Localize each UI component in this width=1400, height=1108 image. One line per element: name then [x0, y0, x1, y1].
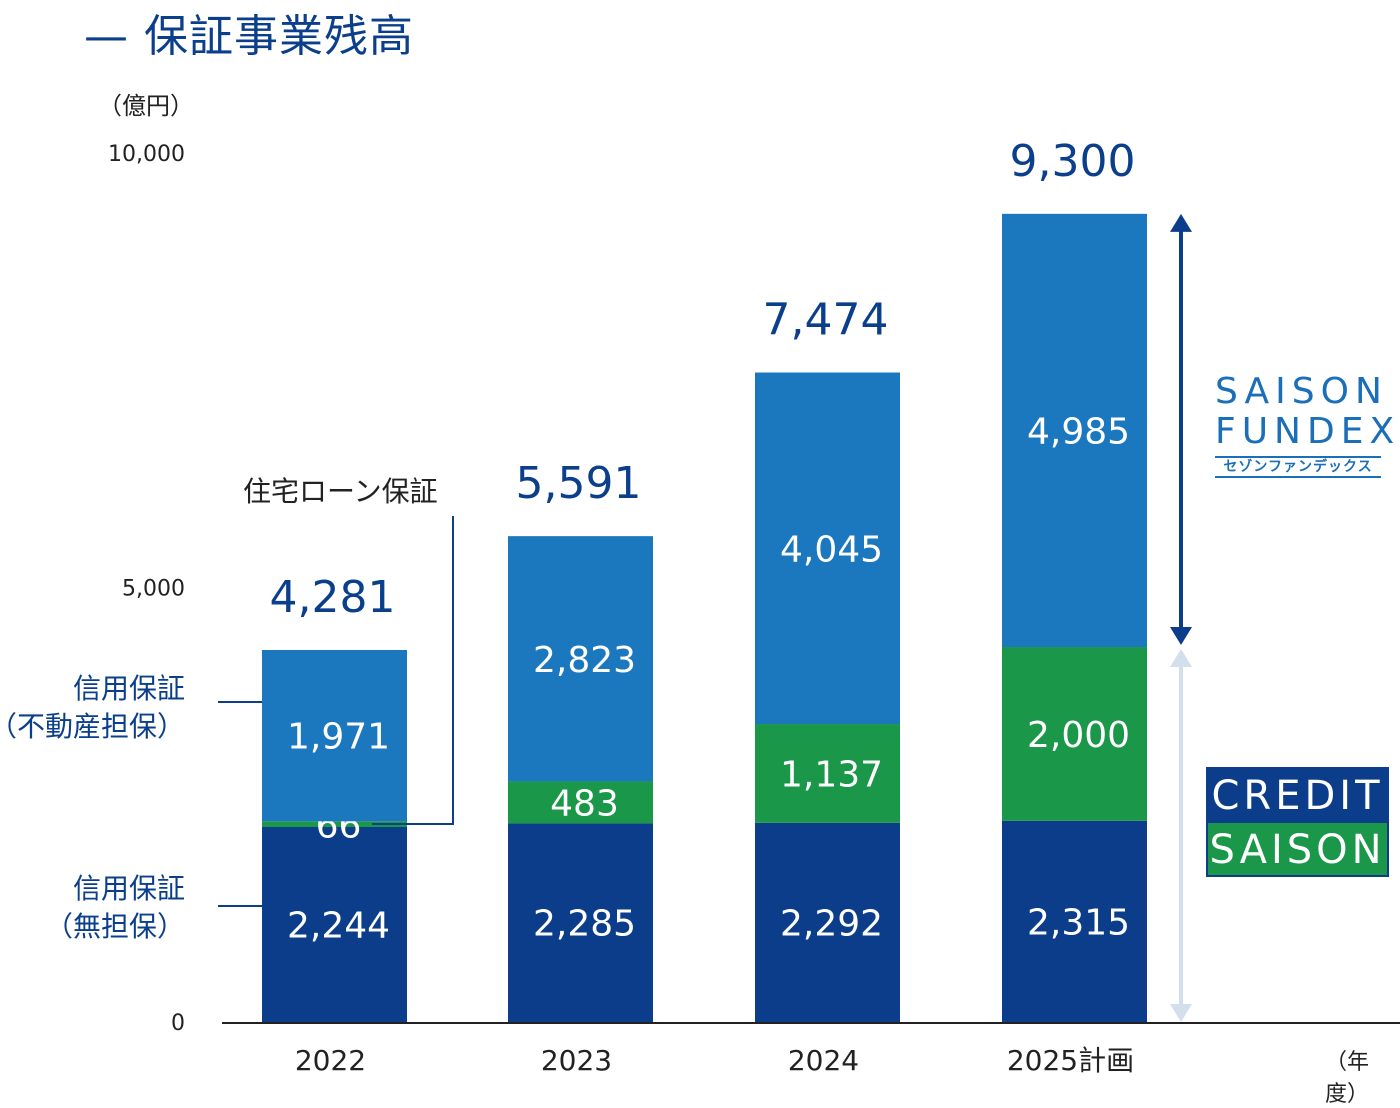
legend-credit-real-estate-line2: （不動産担保）: [0, 710, 185, 743]
legend-credit-unsecured-line2: （無担保）: [44, 910, 185, 943]
credit-saison-logo-line2: SAISON: [1206, 823, 1389, 877]
data-label: 4,985: [1027, 411, 1130, 452]
credit-saison-logo-line1: CREDIT: [1206, 767, 1389, 823]
bar-segment: [262, 649, 407, 822]
y-tick-label: 0: [171, 1011, 185, 1036]
arrow-fundex-down-head: [1170, 627, 1192, 646]
leader-line-housing: [372, 516, 454, 825]
bar-segment: [262, 826, 407, 1022]
legend-housing-loan: 住宅ローン保証: [243, 475, 438, 508]
bar-segment: [1002, 213, 1147, 648]
saison-fundex-logo-line1: SAISON: [1215, 371, 1388, 412]
data-label: 2,292: [780, 903, 883, 944]
legend-credit-real-estate-line1: 信用保証: [72, 672, 185, 705]
y-tick-label: 10,000: [108, 142, 185, 167]
chart-title: — 保証事業残高: [84, 11, 414, 62]
bar-segment: [508, 781, 653, 824]
x-tick-label: 2022: [295, 1044, 366, 1076]
bar-segment: [1002, 820, 1147, 1022]
x-tick-label: 2025計画: [1007, 1044, 1134, 1076]
data-label: 2,315: [1027, 902, 1130, 943]
y-axis-unit: （億円）: [98, 92, 194, 120]
bar-segment: [508, 536, 653, 782]
bar-segment: [508, 823, 653, 1022]
data-label: 1,137: [780, 754, 883, 795]
saison-fundex-logo: SAISON FUNDEX セゾンファンデックス: [1215, 371, 1400, 478]
legend-credit-unsecured: 信用保証 （無担保）: [45, 870, 185, 946]
x-tick-label: 2023: [541, 1044, 612, 1076]
x-tick-label: 2024: [788, 1044, 859, 1076]
data-label: 1,971: [287, 717, 390, 758]
stacked-bar-chart: 05,00010,0002,244661,9714,28120222,28548…: [108, 136, 1400, 1076]
data-label: 2,000: [1027, 715, 1130, 756]
bar-segment: [755, 724, 900, 823]
legend-credit-real-estate: 信用保証 （不動産担保）: [0, 670, 185, 746]
bar-segment: [755, 372, 900, 725]
total-label: 5,591: [516, 458, 642, 509]
saison-fundex-logo-line2: FUNDEX: [1215, 411, 1400, 452]
saison-fundex-logo-kana: セゾンファンデックス: [1215, 456, 1381, 478]
bar-segment: [755, 822, 900, 1022]
legend-credit-unsecured-line1: 信用保証: [72, 872, 185, 905]
bar-segment: [1002, 647, 1147, 821]
total-label: 4,281: [270, 572, 396, 623]
y-tick-label: 5,000: [122, 577, 185, 602]
data-label: 2,823: [533, 640, 636, 681]
data-label: 2,285: [533, 904, 636, 945]
total-label: 7,474: [763, 295, 889, 346]
total-label: 9,300: [1010, 136, 1136, 187]
bar-segment: [262, 821, 407, 827]
data-label: 4,045: [780, 529, 883, 570]
credit-saison-logo: CREDIT SAISON: [1206, 767, 1389, 879]
arrow-credit-saison-down-head: [1170, 1004, 1192, 1022]
data-label: 2,244: [287, 905, 390, 946]
data-label: 483: [550, 783, 619, 824]
arrow-fundex-up-head: [1170, 213, 1192, 232]
arrow-credit-saison-up-head: [1170, 649, 1192, 668]
